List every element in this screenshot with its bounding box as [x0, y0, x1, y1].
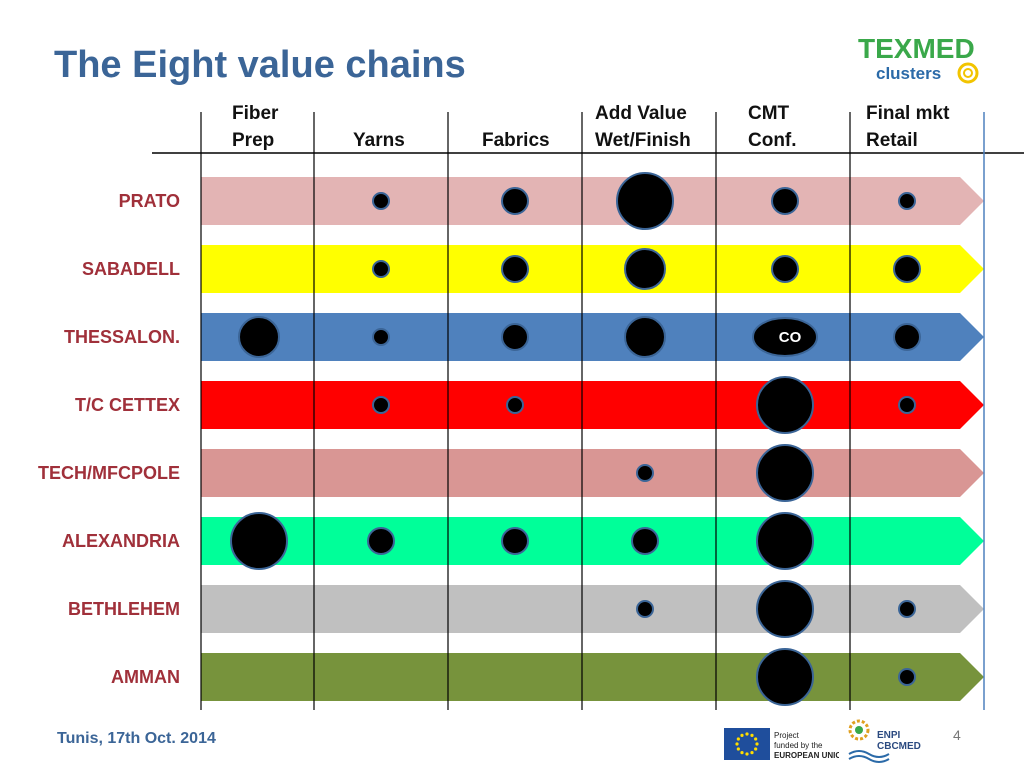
intensity-dot: [372, 396, 390, 414]
slide-title: The Eight value chains: [54, 44, 466, 86]
column-header-line1: Add Value: [595, 103, 687, 124]
row-label: ALEXANDRIA: [61, 531, 180, 551]
value-chain-band: [201, 313, 984, 361]
eu-star-icon: [735, 742, 739, 746]
column-header-line1: Fiber: [232, 103, 279, 124]
dot-label: CO: [779, 329, 802, 346]
intensity-dot: [372, 192, 390, 210]
row-label: SABADELL: [82, 259, 180, 279]
column-header-line2: Retail: [866, 130, 918, 151]
column-header-line1: CMT: [748, 103, 790, 124]
column-header-line2: Wet/Finish: [595, 130, 691, 151]
intensity-dot: [893, 323, 921, 351]
column-header-line2: Prep: [232, 130, 275, 151]
footer-date: Tunis, 17th Oct. 2014: [57, 730, 216, 747]
enpi-text-2: CBCMED: [877, 741, 921, 752]
column-header-line2: Yarns: [353, 130, 405, 151]
intensity-dot: [624, 248, 666, 290]
logo-text-bottom: clusters: [876, 64, 941, 83]
intensity-dot: [771, 255, 799, 283]
intensity-dot: [372, 260, 390, 278]
value-chain-band: [201, 245, 984, 293]
eu-star-icon: [745, 752, 749, 756]
intensity-dot: [898, 396, 916, 414]
intensity-dot: [636, 600, 654, 618]
intensity-dot: [756, 580, 814, 638]
intensity-dot: [501, 255, 529, 283]
row-label: PRATO: [118, 191, 180, 211]
intensity-dot: [756, 512, 814, 570]
eu-star-icon: [745, 732, 749, 736]
eu-star-icon: [736, 747, 740, 751]
eu-text-3: EUROPEAN UNION: [774, 751, 839, 760]
intensity-dot: [771, 187, 799, 215]
intensity-dot: [898, 192, 916, 210]
intensity-dot: [756, 648, 814, 706]
eu-star-icon: [740, 733, 744, 737]
value-chain-band: [201, 585, 984, 633]
intensity-dot: [616, 172, 674, 230]
row-label: T/C CETTEX: [74, 395, 180, 415]
eu-text-1: Project: [774, 731, 800, 740]
intensity-dot: [898, 668, 916, 686]
column-header-line1: Final mkt: [866, 103, 950, 124]
eu-star-icon: [736, 737, 740, 741]
eu-star-icon: [755, 742, 759, 746]
intensity-dot: [756, 376, 814, 434]
eu-star-icon: [754, 737, 758, 741]
column-header-final-mkt: Final mkt Retail: [866, 100, 949, 154]
logo-text-top: TEXMED: [858, 33, 975, 64]
intensity-dot: [501, 187, 529, 215]
row-label: TECH/MFCPOLE: [38, 463, 180, 483]
intensity-dot: [230, 512, 288, 570]
enpi-cbcmed-logo: ENPI CBCMED: [848, 719, 921, 763]
eu-flag-logo: Project funded by the EUROPEAN UNION: [724, 728, 839, 760]
intensity-dot: [506, 396, 524, 414]
column-header-fabrics: Fabrics: [482, 100, 550, 154]
intensity-dot: [636, 464, 654, 482]
eu-star-icon: [750, 733, 754, 737]
intensity-dot: [501, 527, 529, 555]
enpi-text-1: ENPI: [877, 730, 901, 741]
eu-star-icon: [740, 751, 744, 755]
column-header-line2: Fabrics: [482, 130, 550, 151]
row-label: BETHLEHEM: [68, 599, 180, 619]
intensity-dot: [372, 328, 390, 346]
intensity-dot: [238, 316, 280, 358]
intensity-dot: [624, 316, 666, 358]
column-header-cmt: CMT Conf.: [748, 100, 797, 154]
column-header-fiber-prep: Fiber Prep: [232, 100, 278, 154]
column-header-add-value: Add Value Wet/Finish: [595, 100, 691, 154]
row-label: AMMAN: [111, 667, 180, 687]
column-header-line2: Conf.: [748, 130, 797, 151]
eu-star-icon: [750, 751, 754, 755]
eu-star-icon: [754, 747, 758, 751]
value-chain-band: [201, 653, 984, 701]
intensity-dot: [756, 444, 814, 502]
column-header-yarns: Yarns: [353, 100, 405, 154]
eu-text-2: funded by the: [774, 741, 823, 750]
value-chain-band: [201, 517, 984, 565]
intensity-dot: [893, 255, 921, 283]
value-chain-band: [201, 449, 984, 497]
page-number: 4: [953, 727, 961, 743]
intensity-dot: [752, 317, 818, 357]
value-chain-band: [201, 177, 984, 225]
intensity-dot: [367, 527, 395, 555]
intensity-dot: [501, 323, 529, 351]
row-label: THESSALON.: [63, 327, 180, 347]
texmed-clusters-logo: TEXMED clusters: [858, 33, 979, 84]
intensity-dot: [631, 527, 659, 555]
value-chain-band: [201, 381, 984, 429]
intensity-dot: [898, 600, 916, 618]
